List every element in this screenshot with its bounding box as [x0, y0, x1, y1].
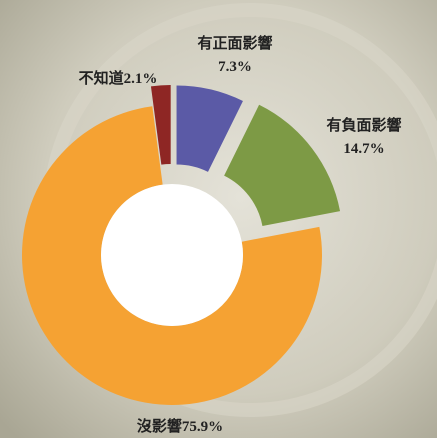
category-label: 有正面影響 [197, 34, 272, 52]
slice-label: 不知道2.1% [79, 69, 158, 87]
slice-label: 沒影響75.9% [137, 417, 223, 435]
chart: 有正面影響 7.3% 有負面影響 14.7% 沒影響75.9% 不知道2.1% [0, 0, 437, 438]
category-label: 沒影響 [137, 417, 182, 435]
category-label: 不知道 [79, 69, 124, 87]
value-label: 14.7% [343, 141, 384, 157]
value-label: 75.9% [182, 419, 223, 435]
value-label: 7.3% [218, 59, 252, 75]
value-label: 2.1% [124, 71, 158, 87]
donut-hole [101, 184, 243, 326]
category-label: 有負面影響 [326, 116, 401, 134]
